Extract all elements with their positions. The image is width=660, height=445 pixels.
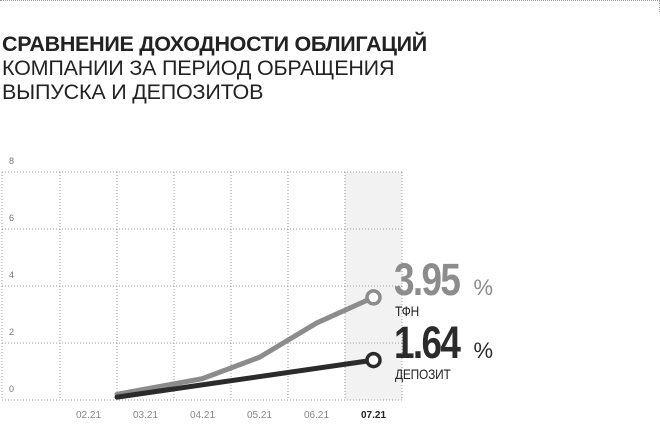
tfn-value: 3.95 [393, 254, 461, 306]
deposit-label: ДЕПОЗИТ [394, 366, 451, 383]
y-tick-label: 4 [9, 270, 14, 280]
x-tick-label: 03.21 [133, 410, 158, 421]
chart-subtitle: КОМПАНИИ ЗА ПЕРИОД ОБРАЩЕНИЯ ВЫПУСКА И Д… [2, 56, 395, 104]
x-tick-label: 05.21 [247, 410, 272, 421]
series-line [114, 357, 376, 400]
chart-ticks: 0 2 4 6 8 02.21 03.21 04.21 05.21 06.21 07.21 [9, 156, 386, 421]
y-tick-label: 6 [9, 213, 14, 223]
series-end-marker [365, 289, 382, 306]
y-tick-label: 0 [9, 384, 14, 394]
deposit-value: 1.64 [393, 317, 461, 369]
tfn-unit: % [473, 275, 494, 301]
x-tick-label: 02.21 [76, 410, 101, 421]
deposit-unit: % [473, 338, 494, 364]
series-line [114, 294, 376, 397]
series-end-marker [365, 351, 382, 369]
x-tick-label: 04.21 [190, 410, 215, 421]
y-tick-label: 8 [9, 156, 14, 166]
y-tick-label: 2 [9, 327, 14, 337]
chart-series [114, 289, 382, 400]
x-tick-label: 07.21 [361, 410, 386, 421]
tfn-label: ТФН [394, 303, 419, 320]
chart-title: СРАВНЕНИЕ ДОХОДНОСТИ ОБЛИГАЦИЙ [2, 32, 427, 56]
x-tick-label: 06.21 [304, 410, 329, 421]
top-rule [0, 0, 660, 1]
